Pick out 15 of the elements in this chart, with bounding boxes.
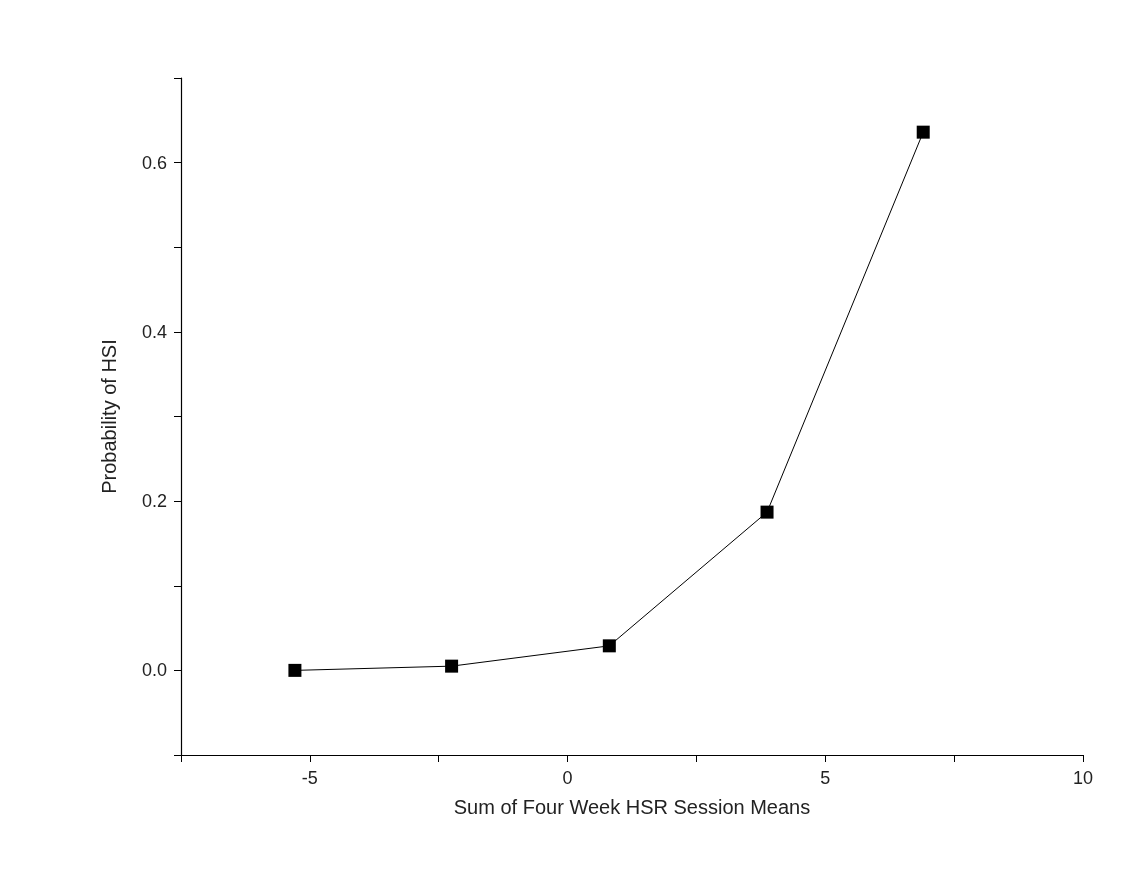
point bbox=[760, 505, 774, 519]
y-tick-label: 0.6 bbox=[141, 152, 167, 173]
point bbox=[916, 125, 930, 139]
point bbox=[445, 659, 459, 673]
point bbox=[288, 663, 302, 677]
y-tick-label: 0.2 bbox=[141, 491, 167, 512]
y-axis-title: Probability of HSI bbox=[98, 339, 120, 494]
x-axis-title: Sum of Four Week HSR Session Means bbox=[453, 796, 811, 818]
x-tick-label: -5 bbox=[301, 768, 318, 788]
point bbox=[602, 639, 616, 653]
y-tick-label: 0.0 bbox=[141, 660, 167, 681]
y-tick-label: 0.4 bbox=[141, 321, 167, 342]
x-tick-label: 5 bbox=[820, 768, 831, 788]
x-tick-label: 0 bbox=[562, 768, 573, 788]
x-tick-label: 10 bbox=[1072, 768, 1094, 788]
